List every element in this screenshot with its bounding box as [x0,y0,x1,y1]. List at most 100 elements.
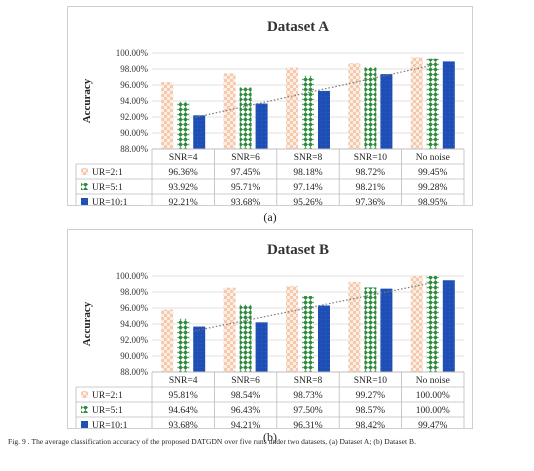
y-tick-label: 98.00% [120,287,148,297]
x-category-label: SNR=6 [231,376,260,386]
bar-ur-5-1 [426,58,439,150]
legend-key [81,168,88,175]
bar-ur-2-1 [286,67,298,149]
legend-series-name: UR=2:1 [92,391,123,401]
data-value-label: 100.00% [416,406,450,416]
legend-series-name: UR=2:1 [92,168,123,178]
bar-ur-5-1 [302,75,314,149]
data-value-label: 99.28% [418,183,447,193]
y-tick-label: 90.00% [120,128,148,138]
y-tick-label: 96.00% [120,80,148,90]
bar-ur-2-1 [286,286,298,372]
y-tick-label: 88.00% [120,144,148,154]
bar-ur-2-1 [161,309,174,372]
data-value-label: 98.95% [418,198,447,205]
chart-b-svg: Dataset B Accuracy 88.00% 90.00% 92.00% 94.00… [75,242,465,433]
data-value-label: 98.72% [356,168,385,178]
data-value-label: 95.26% [293,198,322,205]
legend-key [81,198,88,205]
chart-panel-a: Dataset A Accuracy 88.00% 90.00% 92.00% 94.00… [67,6,473,210]
y-tick-label: 100.00% [116,271,149,281]
data-value-label: 97.14% [293,183,322,193]
bar-ur-5-1 [177,101,190,149]
data-value-label: 98.54% [231,391,260,401]
data-value-label: 98.73% [293,391,322,401]
bar-ur-10-1 [380,288,393,372]
x-category-label: SNR=8 [294,153,323,163]
trendline [195,282,431,332]
data-value-label: 99.45% [418,168,447,178]
bar-ur-5-1 [239,304,252,372]
bar-ur-10-1 [318,90,330,149]
y-tick-label: 98.00% [120,64,148,74]
legend-series-name: UR=5:1 [92,406,123,416]
y-tick-label: 92.00% [120,335,148,345]
data-value-label: 98.21% [356,183,385,193]
bar-ur-5-1 [426,276,439,372]
panel-label-a: (a) [263,210,277,224]
bar-ur-2-1 [161,82,174,149]
chart-a-svg: Dataset A Accuracy 88.00% 90.00% 92.00% 94.00… [75,19,465,210]
legend-key [81,421,88,428]
x-category-label: SNR=6 [231,153,260,163]
data-value-label: 98.57% [356,406,385,416]
y-tick-label: 92.00% [120,112,148,122]
y-tick-label: 100.00% [116,48,149,58]
bar-ur-10-1 [442,61,455,149]
figure-caption: Fig. 9 . The average classification accu… [8,437,416,446]
data-value-label: 93.68% [169,421,198,428]
bar-ur-10-1 [193,326,206,372]
data-value-label: 97.50% [293,406,322,416]
y-tick-label: 96.00% [120,303,148,313]
data-value-label: 93.92% [169,183,198,193]
y-axis-label: Accuracy [81,78,93,123]
data-value-label: 94.21% [231,421,260,428]
x-category-label: SNR=10 [354,153,388,163]
bar-ur-5-1 [364,67,377,149]
chart-title: Dataset A [267,19,329,35]
legend-key [81,406,88,413]
bar-ur-10-1 [193,115,206,149]
x-category-label: No noise [416,376,450,386]
data-value-label: 100.00% [416,391,450,401]
y-axis-label: Accuracy [81,301,93,346]
x-category-label: SNR=4 [169,153,198,163]
y-tick-label: 94.00% [120,96,148,106]
data-value-label: 95.71% [231,183,260,193]
chart-title: Dataset B [267,242,329,258]
panel-label-b: (b) [263,430,277,444]
data-value-label: 94.64% [169,406,198,416]
bar-ur-2-1 [410,276,423,372]
data-value-label: 96.31% [293,421,322,428]
bar-ur-10-1 [442,280,455,372]
x-category-label: No noise [416,153,450,163]
bar-ur-5-1 [302,296,314,372]
y-tick-label: 94.00% [120,319,148,329]
data-value-label: 98.42% [356,421,385,428]
bar-ur-10-1 [380,74,393,149]
legend-series-name: UR=5:1 [92,183,123,193]
legend-series-name: UR=10:1 [92,198,128,205]
legend-series-name: UR=10:1 [92,421,128,428]
bar-ur-2-1 [348,281,361,372]
legend-key [81,183,88,190]
x-category-label: SNR=8 [294,376,323,386]
data-value-label: 98.18% [293,168,322,178]
bar-ur-5-1 [364,287,377,372]
data-value-label: 99.27% [356,391,385,401]
y-tick-label: 88.00% [120,367,148,377]
data-value-label: 93.68% [231,198,260,205]
legend-key [81,391,88,398]
bar-ur-10-1 [255,322,268,372]
x-category-label: SNR=4 [169,376,198,386]
bar-ur-2-1 [223,73,236,149]
bar-ur-2-1 [223,287,236,372]
data-value-label: 92.21% [169,198,198,205]
chart-panel-b: Dataset B Accuracy 88.00% 90.00% 92.00% 94.00… [67,229,473,433]
data-value-label: 97.36% [356,198,385,205]
data-value-label: 96.36% [169,168,198,178]
y-tick-label: 90.00% [120,351,148,361]
bar-ur-5-1 [177,318,190,372]
bar-ur-5-1 [239,87,252,149]
bar-ur-10-1 [255,103,268,149]
